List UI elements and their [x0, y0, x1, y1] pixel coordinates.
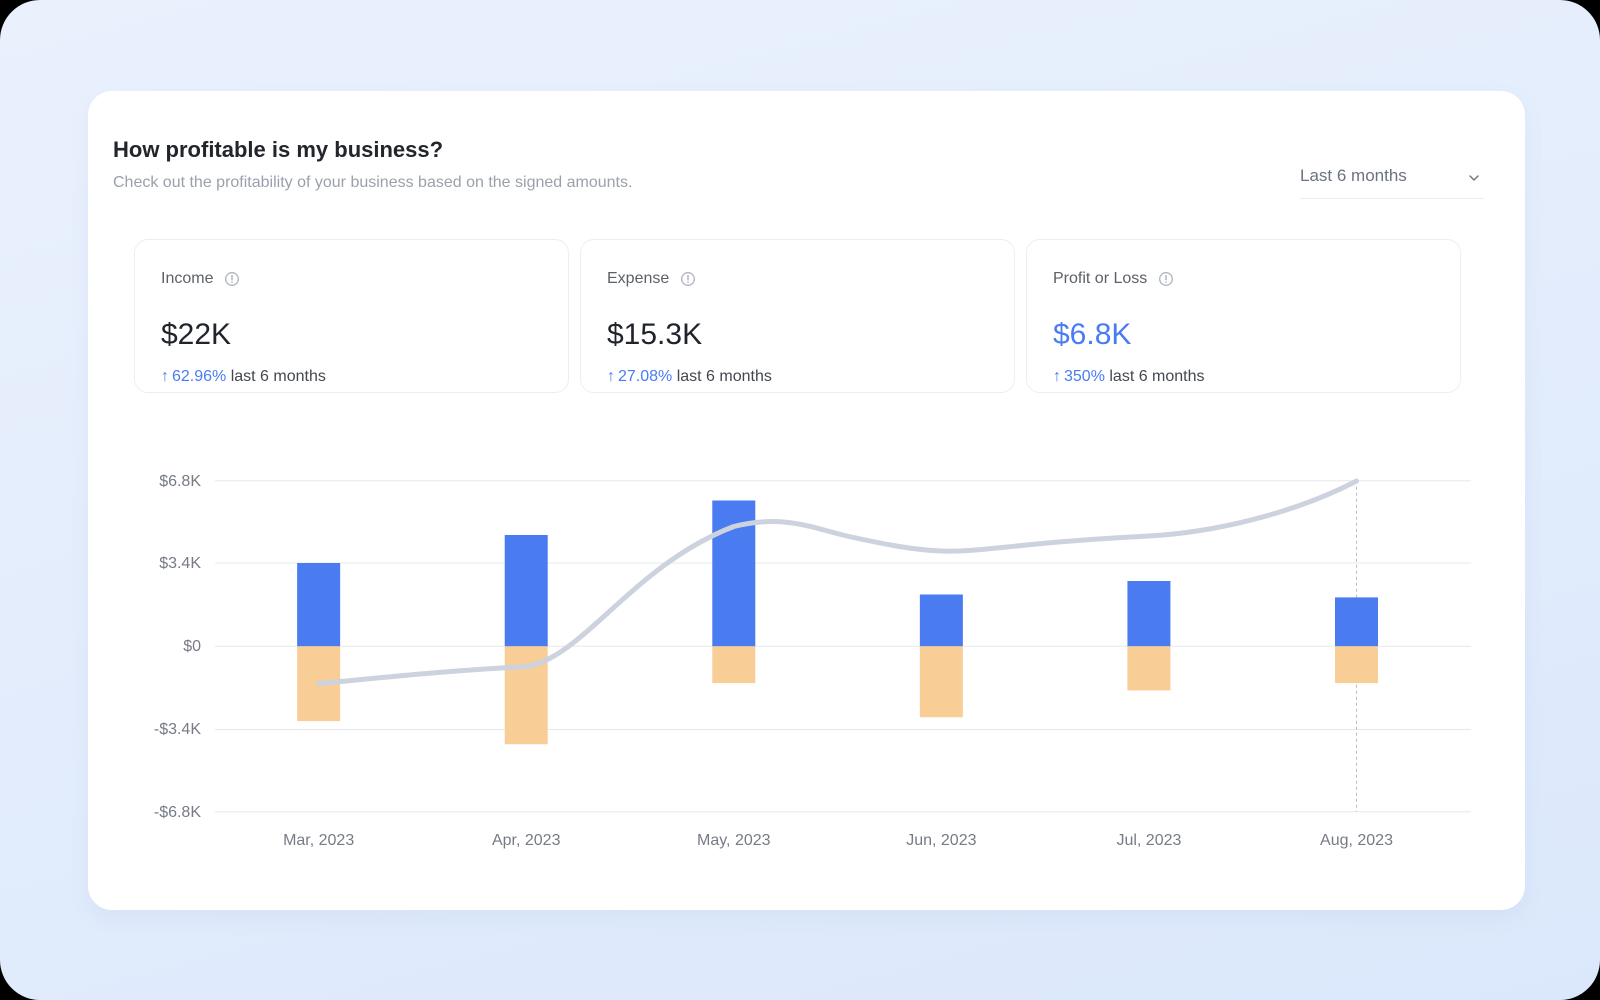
svg-text:-$6.8K: -$6.8K [154, 804, 201, 821]
svg-text:Aug, 2023: Aug, 2023 [1320, 832, 1393, 849]
svg-text:$0: $0 [183, 638, 201, 655]
svg-text:$3.4K: $3.4K [159, 555, 201, 572]
svg-text:Jun, 2023: Jun, 2023 [906, 832, 976, 849]
svg-text:May, 2023: May, 2023 [697, 832, 771, 849]
svg-text:Apr, 2023: Apr, 2023 [492, 832, 561, 849]
svg-text:Mar, 2023: Mar, 2023 [283, 832, 354, 849]
svg-text:Jul, 2023: Jul, 2023 [1116, 832, 1181, 849]
svg-text:$6.8K: $6.8K [159, 473, 201, 490]
svg-text:-$3.4K: -$3.4K [154, 721, 201, 738]
